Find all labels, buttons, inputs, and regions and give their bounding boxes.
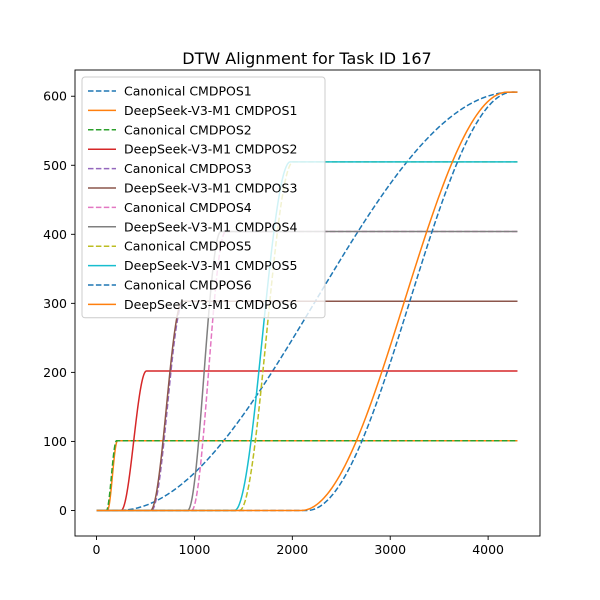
x-tick-label: 0 — [93, 542, 101, 557]
legend-label: Canonical CMDPOS6 — [124, 278, 252, 293]
legend-label: DeepSeek-V3-M1 CMDPOS6 — [124, 297, 297, 312]
legend-label: Canonical CMDPOS4 — [124, 200, 252, 215]
series-line-3 — [96, 439, 518, 512]
chart-title: DTW Alignment for Task ID 167 — [182, 49, 431, 68]
y-tick-label: 500 — [43, 158, 67, 173]
legend: Canonical CMDPOS1 DeepSeek-V3-M1 CMDPOS1 C… — [81, 76, 326, 319]
x-tick-label: 4000 — [472, 542, 504, 557]
series-line-11 — [96, 91, 518, 512]
series-line-5 — [96, 300, 518, 512]
series-line-2 — [96, 439, 518, 512]
series-line-4 — [96, 370, 518, 512]
y-tick-label: 200 — [43, 365, 67, 380]
y-tick-label: 0 — [59, 503, 67, 518]
y-tick-label: 300 — [43, 296, 67, 311]
legend-label: DeepSeek-V3-M1 CMDPOS4 — [124, 219, 297, 234]
x-tick-label: 3000 — [374, 542, 406, 557]
legend-label: DeepSeek-V3-M1 CMDPOS3 — [124, 181, 297, 196]
series-line-12 — [96, 91, 518, 512]
legend-label: Canonical CMDPOS2 — [124, 122, 252, 137]
legend-box — [81, 76, 326, 319]
y-tick-label: 400 — [43, 227, 67, 242]
x-tick-label: 1000 — [179, 542, 211, 557]
legend-label: DeepSeek-V3-M1 CMDPOS5 — [124, 258, 297, 273]
axes: 0 1000 2000 3000 4000 0 100 200 300 400 500 600 — [43, 69, 541, 557]
legend-label: Canonical CMDPOS1 — [124, 84, 252, 99]
x-tick-label: 2000 — [276, 542, 308, 557]
legend-label: DeepSeek-V3-M1 CMDPOS2 — [124, 142, 297, 157]
y-tick-label: 100 — [43, 434, 67, 449]
legend-label: Canonical CMDPOS3 — [124, 161, 252, 176]
y-tick-label: 600 — [43, 89, 67, 104]
legend-label: DeepSeek-V3-M1 CMDPOS1 — [124, 103, 297, 118]
legend-label: Canonical CMDPOS5 — [124, 239, 252, 254]
